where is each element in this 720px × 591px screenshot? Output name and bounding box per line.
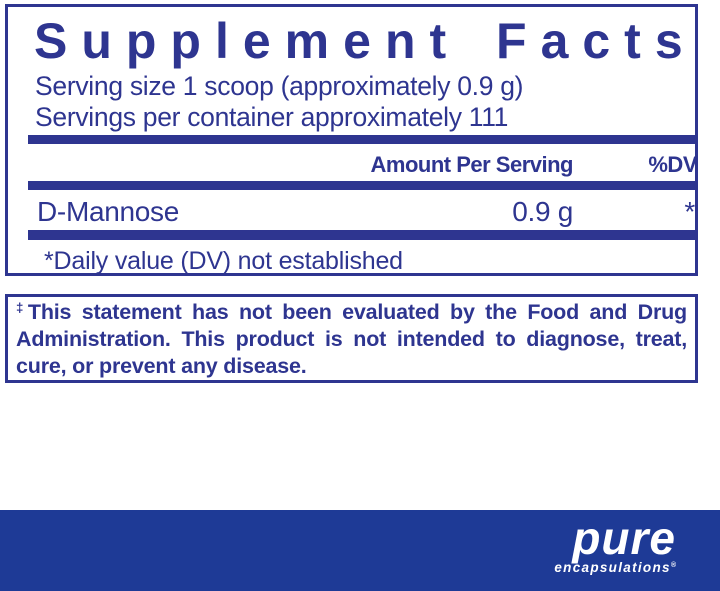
nutrient-amount: 0.9 g [512,196,573,227]
brand-subtitle-text: encapsulations [554,560,671,575]
nutrient-dv-asterisk: * [684,196,695,227]
fda-disclaimer-box: ‡This statement has not been evaluated b… [5,294,698,383]
brand-subtitle: encapsulations® [554,560,676,575]
separator-bar-middle [28,181,698,190]
registered-mark-icon: ® [670,562,676,569]
separator-bar-top [28,135,698,144]
serving-size-line: Serving size 1 scoop (approximately 0.9 … [35,71,524,101]
column-header-percent-dv: %DV [648,152,697,177]
nutrient-name: D-Mannose [37,196,180,227]
daily-value-footnote: *Daily value (DV) not established [44,247,403,275]
servings-per-container-line: Servings per container approximately 111 [35,102,509,132]
brand-logo: pure encapsulations® [554,512,676,575]
fda-disclaimer-text: ‡This statement has not been evaluated b… [16,299,687,380]
supplement-facts-panel: Supplement Facts Serving size 1 scoop (a… [5,4,698,276]
fda-disclaimer-statement: This statement has not been evaluated by… [16,300,687,378]
brand-band: pure encapsulations® [0,510,720,591]
double-dagger-icon: ‡ [16,300,28,315]
column-header-amount-per-serving: Amount Per Serving [370,152,574,177]
brand-name: pure [572,512,676,564]
separator-bar-bottom [28,230,698,240]
supplement-facts-title: Supplement Facts [34,13,697,69]
